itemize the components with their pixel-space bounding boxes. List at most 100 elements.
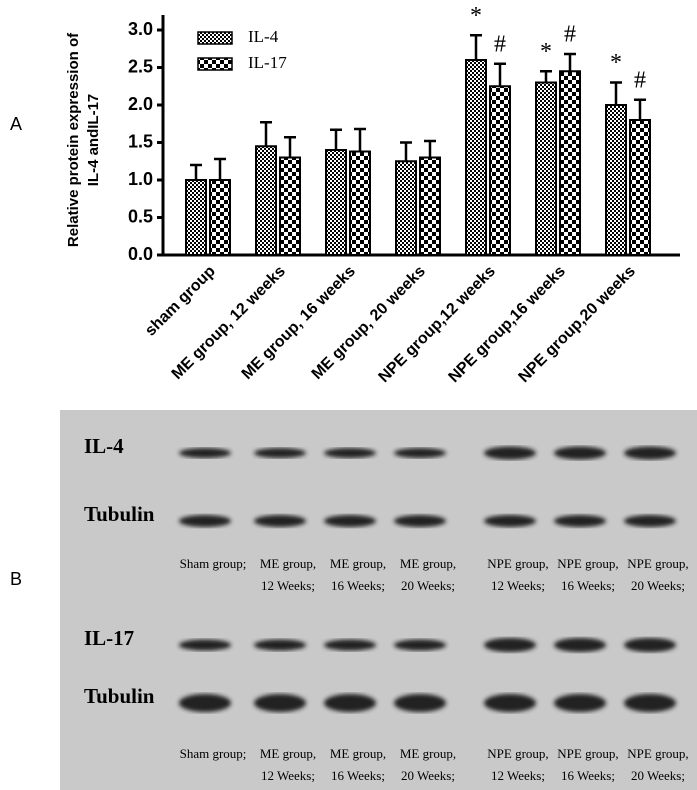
blot-band — [324, 694, 376, 712]
lane-label: 16 Weeks; — [331, 578, 385, 593]
blot-row-label: IL-17 — [84, 626, 134, 650]
blot-band — [324, 448, 376, 458]
y-axis-label: Relative protein expression of — [65, 32, 82, 247]
bar — [489, 85, 511, 256]
blot-band — [324, 639, 376, 651]
bar — [559, 70, 581, 256]
lane-label: 20 Weeks; — [401, 578, 455, 593]
lane-label: ME group, — [400, 746, 456, 761]
blot-band — [394, 639, 446, 651]
lane-label: 20 Weeks; — [401, 768, 455, 783]
lane-label: 16 Weeks; — [331, 768, 385, 783]
error-bar — [610, 81, 622, 105]
y-axis-label: IL-4 andIL-17 — [85, 94, 102, 187]
blot-band — [394, 515, 446, 527]
lane-label: 20 Weeks; — [631, 768, 685, 783]
blot-band — [554, 694, 606, 712]
blot-band — [179, 448, 231, 458]
significance-mark: * — [540, 39, 552, 65]
error-bar — [540, 70, 552, 83]
blot-band — [254, 515, 306, 527]
blot-band — [179, 639, 231, 651]
lane-label: 16 Weeks; — [561, 768, 615, 783]
lane-label: NPE group, — [487, 746, 548, 761]
legend-label: IL-4 — [248, 27, 279, 46]
bar — [535, 81, 557, 256]
x-tick-label: NPE group,20 weeks — [515, 263, 638, 386]
bar — [419, 156, 441, 256]
significance-mark: # — [494, 31, 506, 57]
panel-label: A — [10, 114, 22, 134]
error-bar — [470, 34, 482, 60]
y-tick-label: 1.5 — [128, 131, 153, 151]
significance-mark: * — [610, 50, 622, 76]
y-tick-label: 3.0 — [128, 19, 153, 39]
blot-band — [254, 694, 306, 712]
lane-label: NPE group, — [557, 556, 618, 571]
x-tick-label: ME group, 20 weeks — [309, 263, 429, 383]
y-tick-label: 0.0 — [128, 244, 153, 264]
blot-row-label: IL-4 — [84, 434, 124, 458]
legend-swatch — [197, 57, 233, 71]
blot-band — [179, 694, 231, 712]
y-tick-label: 0.5 — [128, 206, 153, 226]
blot-band — [484, 638, 536, 652]
error-bar — [564, 52, 576, 72]
bar — [255, 145, 277, 256]
y-tick-label: 2.0 — [128, 94, 153, 114]
blot-row-label: Tubulin — [84, 684, 155, 708]
blot-band — [554, 446, 606, 460]
lane-label: NPE group, — [627, 746, 688, 761]
significance-mark: * — [470, 3, 482, 29]
lane-label: 12 Weeks; — [491, 768, 545, 783]
bar — [185, 179, 207, 256]
lane-label: NPE group, — [487, 556, 548, 571]
panel-label: B — [10, 569, 22, 589]
error-bar — [634, 98, 646, 120]
lane-label: 16 Weeks; — [561, 578, 615, 593]
bar — [629, 119, 651, 256]
blot-band — [324, 515, 376, 527]
lane-label: 12 Weeks; — [491, 578, 545, 593]
blot-band — [624, 446, 676, 460]
blot-band — [394, 694, 446, 712]
lane-label: ME group, — [260, 746, 316, 761]
error-bar — [330, 128, 342, 150]
bar — [395, 160, 417, 256]
lane-label: NPE group, — [557, 746, 618, 761]
lane-label: 12 Weeks; — [261, 578, 315, 593]
error-bar — [424, 139, 436, 158]
x-tick-label: sham group — [142, 263, 219, 340]
x-tick-label: NPE group,16 weeks — [445, 263, 568, 386]
significance-mark: # — [564, 22, 576, 48]
bar — [465, 59, 487, 256]
error-bar — [190, 163, 202, 180]
blot-band — [254, 448, 306, 458]
blot-band — [624, 638, 676, 652]
error-bar — [214, 157, 226, 180]
error-bar — [260, 121, 272, 147]
lane-label: 12 Weeks; — [261, 768, 315, 783]
significance-mark: # — [634, 67, 646, 93]
lane-label: ME group, — [330, 746, 386, 761]
bar — [209, 179, 231, 256]
blot-image — [60, 410, 697, 790]
error-bar — [284, 136, 296, 158]
blot-band — [554, 515, 606, 527]
lane-label: Sham group; — [180, 556, 247, 571]
blot-band — [554, 638, 606, 652]
bar — [605, 104, 627, 256]
blot-band — [484, 694, 536, 712]
y-tick-label: 2.5 — [128, 56, 153, 76]
bar — [349, 150, 371, 256]
error-bar — [494, 62, 506, 87]
y-tick-label: 1.0 — [128, 169, 153, 189]
blot-band — [484, 515, 536, 527]
blot-band — [254, 639, 306, 651]
lane-label: ME group, — [400, 556, 456, 571]
lane-label: Sham group; — [180, 746, 247, 761]
blot-band — [624, 694, 676, 712]
lane-label: NPE group, — [627, 556, 688, 571]
x-tick-label: NPE group,12 weeks — [375, 263, 498, 386]
